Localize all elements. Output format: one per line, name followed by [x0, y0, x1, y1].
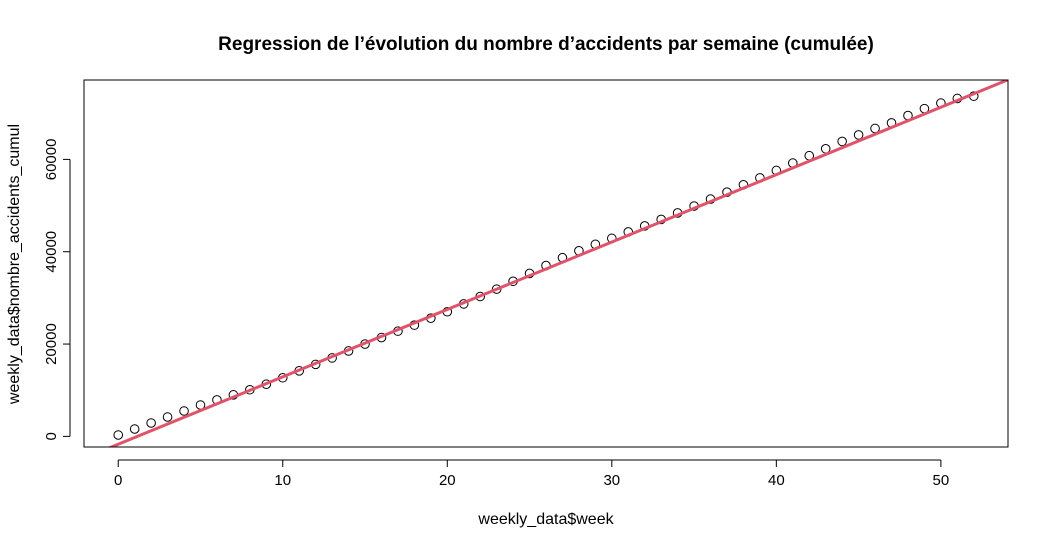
y-axis: 0 20000 40000 60000 [43, 139, 71, 441]
x-tick-label: 40 [768, 472, 785, 489]
data-point [837, 136, 847, 147]
x-tick-label: 10 [274, 472, 291, 489]
x-tick-label: 50 [933, 472, 950, 489]
data-point [491, 284, 502, 294]
x-tick-label: 20 [439, 472, 456, 489]
data-point [162, 412, 173, 422]
y-tick-label: 20000 [43, 323, 60, 365]
regression-line [107, 80, 1008, 447]
y-tick-label: 60000 [43, 139, 60, 181]
data-point [853, 130, 864, 140]
y-tick-label: 0 [43, 432, 60, 440]
y-tick-label: 40000 [43, 231, 60, 273]
chart-title: Regression de l’évolution du nombre d’ac… [218, 34, 874, 55]
data-point [129, 424, 140, 434]
x-tick-label: 0 [114, 472, 122, 489]
data-point [146, 418, 156, 428]
x-tick-label: 30 [603, 472, 620, 489]
data-point [179, 406, 189, 416]
x-axis: 0 10 20 30 40 50 [114, 459, 950, 489]
plot-area [107, 80, 1008, 447]
x-axis-label: weekly_data$week [477, 511, 614, 528]
plot-box [83, 79, 1009, 448]
data-point [113, 430, 124, 440]
y-axis-label: weekly_data$nombre_accidents_cumul [6, 124, 23, 405]
